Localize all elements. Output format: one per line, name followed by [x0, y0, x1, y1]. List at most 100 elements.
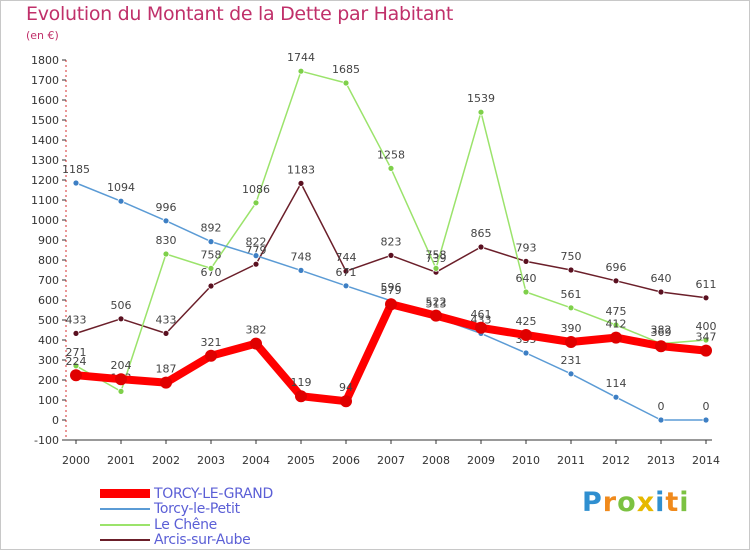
- y-tick-label: 1100: [31, 194, 59, 207]
- data-point-le-ch-ne: [72, 362, 80, 370]
- y-tick-label: 1300: [31, 154, 59, 167]
- data-label-torcy-le-grand: 425: [516, 315, 537, 328]
- legend-label-le-chene: Le Chêne: [154, 516, 217, 533]
- data-point-arcis-sur-aube: [297, 179, 305, 187]
- data-point-le-ch-ne: [387, 164, 395, 172]
- proxiti-logo: Proxiti: [582, 487, 690, 518]
- y-tick-label: 1600: [31, 94, 59, 107]
- data-label-le-ch-ne: 758: [201, 248, 222, 261]
- logo-letter: o: [617, 487, 637, 518]
- data-point-le-ch-ne: [477, 108, 485, 116]
- logo-letter: P: [582, 487, 603, 518]
- data-point-le-ch-ne: [522, 288, 530, 296]
- data-label-torcy-le-petit: 822: [246, 236, 267, 249]
- y-tick-label: 800: [38, 254, 59, 267]
- data-point-arcis-sur-aube: [612, 277, 620, 285]
- data-label-torcy-le-grand: 461: [471, 308, 492, 321]
- legend-label-torcy-le-petit: Torcy-le-Petit: [154, 501, 240, 518]
- y-tick-label: 400: [38, 334, 59, 347]
- data-point-le-ch-ne: [342, 79, 350, 87]
- logo-letter: i: [655, 487, 666, 518]
- data-label-torcy-le-petit: 996: [156, 201, 177, 214]
- data-point-torcy-le-grand: [700, 344, 712, 357]
- data-label-le-ch-ne: 475: [606, 305, 627, 318]
- y-tick-label: 1200: [31, 174, 59, 187]
- data-label-torcy-le-petit: 671: [336, 266, 357, 279]
- data-point-torcy-le-petit: [207, 238, 215, 246]
- y-tick-label: 100: [38, 394, 59, 407]
- y-tick-label: 1400: [31, 134, 59, 147]
- data-point-torcy-le-petit: [342, 282, 350, 290]
- data-label-arcis-sur-aube: 640: [651, 272, 672, 285]
- data-label-torcy-le-grand: 579: [381, 284, 402, 297]
- data-label-torcy-le-petit: 0: [658, 400, 665, 413]
- x-tick-label: 2001: [107, 454, 135, 467]
- y-tick-label: 600: [38, 294, 59, 307]
- y-tick-label: 0: [52, 414, 59, 427]
- data-label-torcy-le-grand: 321: [201, 336, 222, 349]
- data-label-arcis-sur-aube: 865: [471, 227, 492, 240]
- data-label-arcis-sur-aube: 611: [696, 278, 717, 291]
- data-point-le-ch-ne: [252, 199, 260, 207]
- data-label-le-ch-ne: 1086: [242, 183, 270, 196]
- data-point-arcis-sur-aube: [567, 266, 575, 274]
- data-point-torcy-le-petit: [702, 416, 710, 424]
- data-point-arcis-sur-aube: [252, 260, 260, 268]
- data-label-arcis-sur-aube: 823: [381, 235, 402, 248]
- chart-subtitle: (en €): [26, 29, 59, 42]
- data-point-torcy-le-grand: [70, 369, 82, 382]
- x-tick-label: 2012: [602, 454, 630, 467]
- data-point-torcy-le-grand: [160, 376, 172, 389]
- legend-swatch-arcis-sur-aube: [100, 539, 150, 542]
- data-label-torcy-le-grand: 369: [651, 326, 672, 339]
- data-point-arcis-sur-aube: [657, 288, 665, 296]
- data-point-torcy-le-grand: [295, 390, 307, 403]
- y-tick-label: 900: [38, 234, 59, 247]
- logo-letter: r: [602, 487, 618, 518]
- y-tick-label: 1000: [31, 214, 59, 227]
- data-point-torcy-le-petit: [612, 393, 620, 401]
- data-point-le-ch-ne: [207, 264, 215, 272]
- data-point-torcy-le-petit: [657, 416, 665, 424]
- data-label-le-ch-ne: 271: [66, 346, 87, 359]
- data-label-arcis-sur-aube: 506: [111, 299, 132, 312]
- data-point-torcy-le-petit: [117, 197, 125, 205]
- x-tick-label: 2003: [197, 454, 225, 467]
- data-point-torcy-le-petit: [297, 266, 305, 274]
- x-tick-label: 2002: [152, 454, 180, 467]
- data-label-torcy-le-petit: 1094: [107, 181, 135, 194]
- data-label-torcy-le-grand: 522: [426, 296, 447, 309]
- data-point-arcis-sur-aube: [162, 329, 170, 337]
- data-label-le-ch-ne: 640: [516, 272, 537, 285]
- data-label-le-ch-ne: 561: [561, 288, 582, 301]
- data-point-torcy-le-grand: [655, 340, 667, 353]
- data-point-torcy-le-grand: [610, 331, 622, 344]
- x-tick-label: 2007: [377, 454, 405, 467]
- x-tick-label: 2004: [242, 454, 270, 467]
- x-tick-label: 2011: [557, 454, 585, 467]
- data-label-arcis-sur-aube: 1183: [287, 163, 315, 176]
- y-tick-label: -100: [34, 434, 59, 447]
- data-point-le-ch-ne: [702, 336, 710, 344]
- data-point-le-ch-ne: [162, 250, 170, 258]
- y-tick-label: 500: [38, 314, 59, 327]
- data-label-torcy-le-petit: 596: [381, 281, 402, 294]
- data-label-torcy-le-petit: 231: [561, 354, 582, 367]
- data-point-le-ch-ne: [432, 264, 440, 272]
- legend-label-torcy-le-grand: TORCY-LE-GRAND: [154, 485, 273, 502]
- data-label-le-ch-ne: 830: [156, 234, 177, 247]
- data-label-torcy-le-petit: 892: [201, 222, 222, 235]
- data-label-torcy-le-petit: 748: [291, 250, 312, 263]
- data-label-arcis-sur-aube: 670: [201, 266, 222, 279]
- data-label-le-ch-ne: 1685: [332, 63, 360, 76]
- y-tick-label: 1800: [31, 54, 59, 67]
- data-point-le-ch-ne: [612, 321, 620, 329]
- data-label-torcy-le-petit: 513: [426, 297, 447, 310]
- legend-label-arcis-sur-aube: Arcis-sur-Aube: [154, 532, 251, 549]
- data-point-arcis-sur-aube: [207, 282, 215, 290]
- data-label-torcy-le-grand: 382: [246, 324, 267, 337]
- data-label-le-ch-ne: 400: [696, 320, 717, 333]
- x-tick-label: 2006: [332, 454, 360, 467]
- legend-swatch-torcy-le-grand: [100, 488, 150, 498]
- data-point-torcy-le-petit: [162, 217, 170, 225]
